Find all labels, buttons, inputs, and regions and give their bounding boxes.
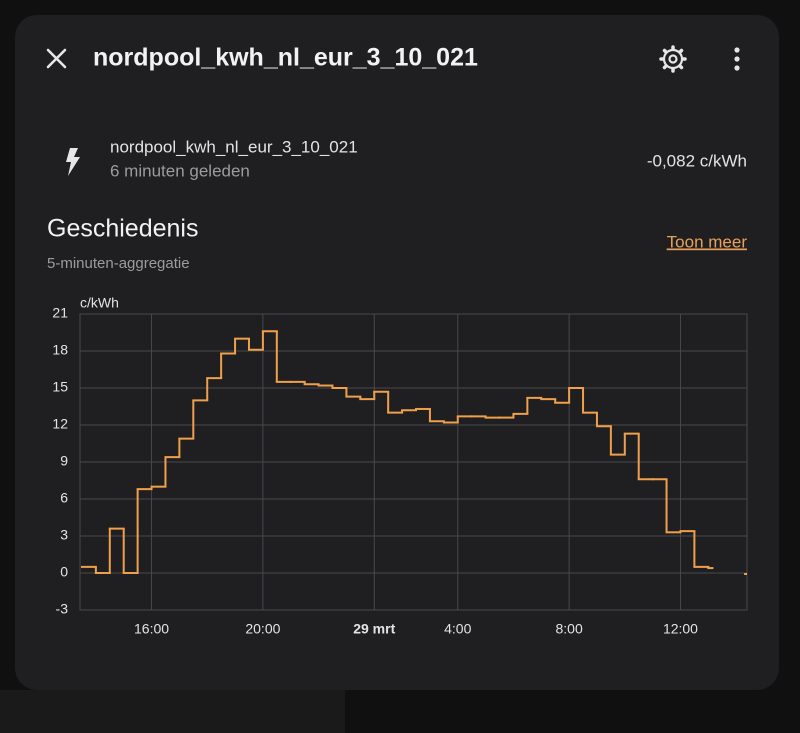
background-card xyxy=(0,690,345,733)
x-tick-label: 20:00 xyxy=(245,621,280,637)
y-axis-label: c/kWh xyxy=(80,295,119,311)
y-tick-label: 0 xyxy=(60,564,68,580)
y-tick-label: 12 xyxy=(52,416,68,432)
entity-name: nordpool_kwh_nl_eur_3_10_021 xyxy=(110,137,358,156)
y-tick-label: 9 xyxy=(60,453,68,469)
close-button[interactable] xyxy=(46,48,67,69)
x-tick-label: 29 mrt xyxy=(353,621,395,637)
entity-state: -0,082 c/kWh xyxy=(647,151,747,170)
settings-button[interactable] xyxy=(659,45,687,73)
y-tick-label: 6 xyxy=(60,490,68,506)
more-button[interactable] xyxy=(734,47,740,71)
x-tick-label: 4:00 xyxy=(444,621,471,637)
section-subtitle: 5-minuten-aggregatie xyxy=(47,255,190,272)
y-tick-label: 3 xyxy=(60,527,68,543)
x-tick-label: 16:00 xyxy=(134,621,169,637)
dialog-title: nordpool_kwh_nl_eur_3_10_021 xyxy=(93,44,478,72)
plot-border xyxy=(79,313,748,611)
dialog xyxy=(15,15,779,690)
last-changed: 6 minuten geleden xyxy=(110,161,250,180)
flash-icon xyxy=(66,148,80,176)
y-tick-label: 15 xyxy=(52,379,68,395)
more-link[interactable]: Toon meer xyxy=(667,232,748,251)
y-tick-label: -3 xyxy=(56,601,69,617)
x-tick-label: 8:00 xyxy=(555,621,582,637)
section-title: Geschiedenis xyxy=(47,215,198,243)
series xyxy=(80,330,747,575)
y-tick-label: 18 xyxy=(52,342,68,358)
y-tick-label: 21 xyxy=(52,305,68,321)
x-tick-label: 12:00 xyxy=(663,621,698,637)
